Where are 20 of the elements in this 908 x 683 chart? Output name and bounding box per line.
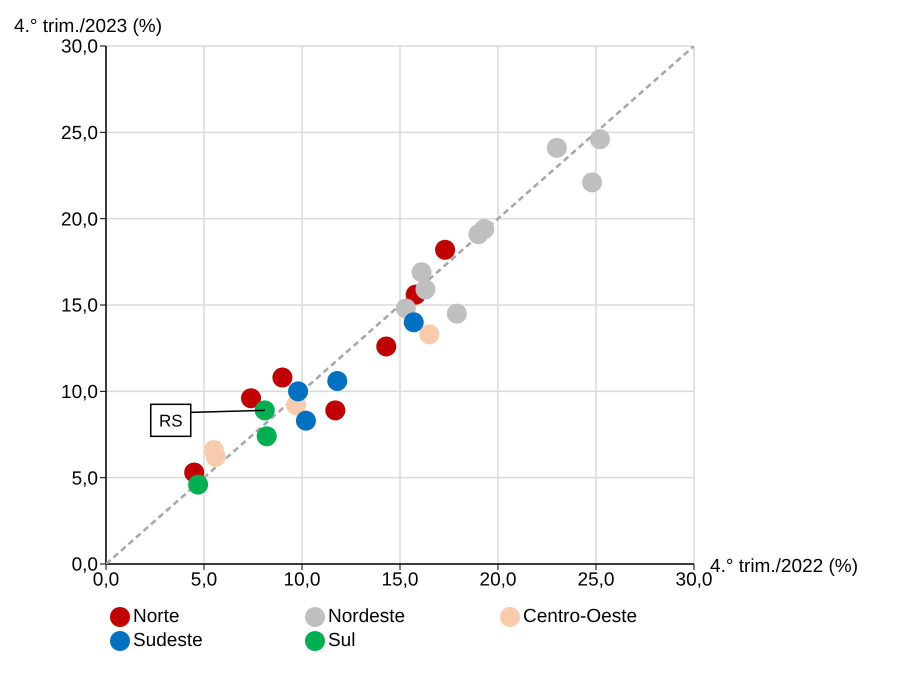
x-tick-label: 30,0: [676, 569, 712, 590]
y-tick-label: 5,0: [72, 468, 98, 490]
x-axis-title: 4.° trim./2022 (%): [710, 556, 858, 577]
x-tick-label: 25,0: [578, 569, 614, 590]
x-tick-label: 20,0: [480, 569, 516, 590]
y-axis-title: 4.° trim./2023 (%): [14, 16, 162, 37]
x-tick-label: 5,0: [190, 569, 218, 590]
y-tick-label: 15,0: [61, 296, 98, 317]
legend-label: Centro-Oeste: [523, 606, 638, 628]
annotation: RS: [158, 411, 183, 430]
legend-label: Sul: [328, 630, 356, 652]
y-tick-label: 10,0: [61, 382, 98, 404]
legend-label: Sudeste: [133, 630, 203, 652]
x-tick-label: 10,0: [284, 569, 320, 590]
legend-label: Norte: [133, 606, 180, 628]
x-tick-label: 15,0: [382, 569, 418, 590]
legend-label: Nordeste: [328, 606, 406, 628]
y-tick-label: 25,0: [61, 123, 98, 144]
y-tick-label: 20,0: [61, 209, 98, 230]
y-tick-label: 30,0: [61, 36, 98, 58]
